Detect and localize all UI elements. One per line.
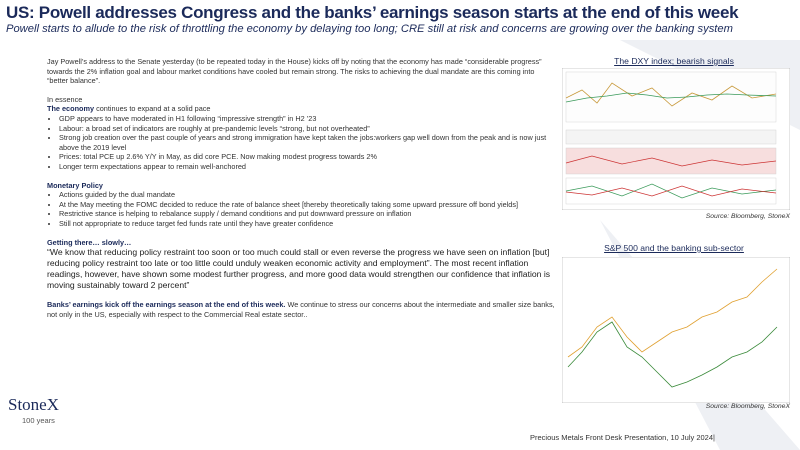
chart-title: The DXY index; bearish signals	[614, 56, 734, 66]
section-heading: Monetary Policy	[47, 180, 103, 190]
bullet: Labour: a broad set of indicators are ro…	[59, 124, 555, 134]
logo: StoneX	[8, 395, 59, 414]
body-text: Jay Powell’s address to the Senate yeste…	[47, 57, 555, 319]
intro: Jay Powell’s address to the Senate yeste…	[47, 57, 542, 86]
bullet: Still not appropriate to reduce target f…	[59, 219, 555, 229]
bullet: Prices: total PCE up 2.6% Y/Y in May, as…	[59, 152, 555, 162]
bullet: Longer term expectations appear to remai…	[59, 162, 555, 172]
source: Source: Bloomberg, StoneX	[705, 403, 790, 410]
quote: “We know that reducing policy restraint …	[47, 247, 551, 291]
bullet: Strong job creation over the past couple…	[59, 133, 555, 152]
bullet-list: GDP appears to have moderated in H1 foll…	[47, 114, 555, 172]
lead: Banks’ earnings kick off the earnings se…	[47, 300, 286, 310]
subtitle: Powell starts to allude to the risk of t…	[6, 23, 733, 35]
logo-tagline: 100 years	[22, 416, 55, 425]
chart-image	[562, 257, 790, 403]
text: We continue to stress our concerns about…	[47, 300, 555, 319]
chart-image	[562, 68, 790, 210]
chart-title: S&P 500 and the banking sub-sector	[604, 243, 744, 253]
text: continues to expand at a solid pace	[94, 104, 211, 114]
bullet: Actions guided by the dual mandate	[59, 190, 555, 200]
footer: Precious Metals Front Desk Presentation,…	[530, 433, 715, 442]
title: US: Powell addresses Congress and the ba…	[6, 3, 739, 22]
lead: The economy	[47, 104, 95, 114]
section-heading: In essence	[47, 94, 83, 104]
source: Source: Bloomberg, StoneX	[705, 213, 790, 220]
bullet: At the May meeting the FOMC decided to r…	[59, 200, 555, 210]
bullet: GDP appears to have moderated in H1 foll…	[59, 114, 555, 124]
bullet: Restrictive stance is helping to rebalan…	[59, 209, 555, 219]
paragraph: Banks’ earnings kick off the earnings se…	[47, 300, 555, 319]
bullet-list: Actions guided by the dual mandateAt the…	[47, 190, 555, 228]
section-heading: Getting there… slowly…	[47, 237, 132, 247]
paragraph: The economy continues to expand at a sol…	[47, 104, 555, 114]
